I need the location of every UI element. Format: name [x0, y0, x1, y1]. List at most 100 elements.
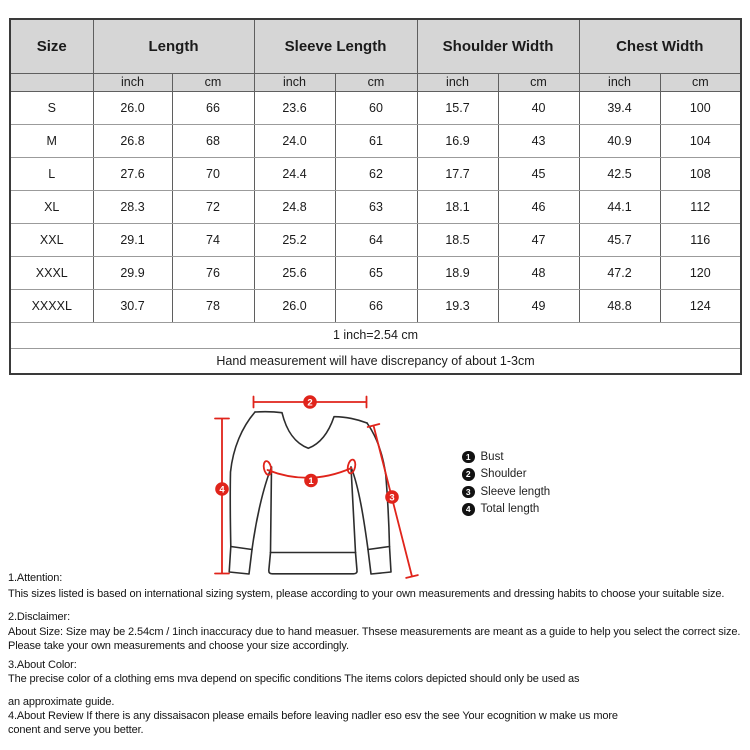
unit-header: inch: [253, 72, 336, 92]
value-cell: 18.1: [416, 189, 499, 224]
value-cell: 49: [497, 288, 580, 323]
unit-header: cm: [171, 72, 255, 92]
unit-header-blank: [9, 72, 94, 92]
legend-item-total-length: 4 Total length: [462, 501, 550, 519]
size-chart-table: Size Length Sleeve Length Shoulder Width…: [9, 18, 743, 375]
diagram-legend: 1 Bust 2 Shoulder 3 Sleeve length 4 Tota…: [462, 448, 550, 518]
value-cell: 25.6: [253, 255, 336, 290]
value-cell: 104: [659, 123, 742, 158]
table-row: XL 28.3 72 24.8 63 18.1 46 44.1 112: [9, 189, 742, 224]
unit-header: inch: [416, 72, 499, 92]
sleeve-length-marker-number: 3: [389, 492, 394, 503]
sweater-diagram: 2 4 3 1: [214, 395, 419, 579]
total-length-marker-badge: [215, 482, 229, 496]
value-cell: 24.4: [253, 156, 336, 191]
footnote-hand-measurement: Hand measurement will have discrepancy o…: [9, 347, 742, 375]
note-about-color-body-1: The precise color of a clothing ems mva …: [8, 673, 580, 685]
value-cell: 30.7: [92, 288, 173, 323]
table-row: XXL 29.1 74 25.2 64 18.5 47 45.7 116: [9, 222, 742, 257]
value-cell: 26.0: [253, 288, 336, 323]
unit-header-row: inch cm inch cm inch cm inch cm: [9, 72, 742, 92]
note-about-review-body-1: 4.About Review If there is any dissaisac…: [8, 710, 618, 722]
size-cell: XXXL: [9, 255, 94, 290]
col-header-size: Size: [9, 18, 94, 74]
value-cell: 44.1: [578, 189, 661, 224]
legend-label: Total length: [480, 503, 540, 516]
value-cell: 19.3: [416, 288, 499, 323]
legend-item-shoulder: 2 Shoulder: [462, 466, 550, 484]
legend-number-badge: 4: [462, 503, 475, 516]
table-row: XXXXL 30.7 78 26.0 66 19.3 49 48.8 124: [9, 288, 742, 323]
bust-marker-number: 1: [308, 476, 314, 487]
bust-marker-badge: [304, 473, 318, 488]
value-cell: 124: [659, 288, 742, 323]
value-cell: 120: [659, 255, 742, 290]
size-cell: M: [9, 123, 94, 158]
col-header-chest-width: Chest Width: [578, 18, 742, 74]
table-row: L 27.6 70 24.4 62 17.7 45 42.5 108: [9, 156, 742, 191]
value-cell: 64: [334, 222, 418, 257]
value-cell: 45: [497, 156, 580, 191]
value-cell: 48.8: [578, 288, 661, 323]
size-cell: XXL: [9, 222, 94, 257]
value-cell: 26.8: [92, 123, 173, 158]
value-cell: 15.7: [416, 90, 499, 125]
value-cell: 24.8: [253, 189, 336, 224]
size-cell: XXXXL: [9, 288, 94, 323]
value-cell: 43: [497, 123, 580, 158]
table-row: M 26.8 68 24.0 61 16.9 43 40.9 104: [9, 123, 742, 158]
size-cell: S: [9, 90, 94, 125]
value-cell: 47.2: [578, 255, 661, 290]
shoulder-marker-badge: [303, 395, 317, 409]
value-cell: 63: [334, 189, 418, 224]
note-attention-heading: 1.Attention:: [8, 572, 63, 584]
value-cell: 47: [497, 222, 580, 257]
value-cell: 62: [334, 156, 418, 191]
table-row: XXXL 29.9 76 25.6 65 18.9 48 47.2 120: [9, 255, 742, 290]
value-cell: 42.5: [578, 156, 661, 191]
legend-item-sleeve-length: 3 Sleeve length: [462, 483, 550, 501]
value-cell: 18.9: [416, 255, 499, 290]
note-disclaimer-body-1: About Size: Size may be 2.54cm / 1inch i…: [8, 625, 741, 638]
legend-number-badge: 1: [462, 450, 475, 463]
sweater-outline: [228, 410, 392, 575]
value-cell: 76: [171, 255, 255, 290]
value-cell: 29.9: [92, 255, 173, 290]
value-cell: 60: [334, 90, 418, 125]
value-cell: 18.5: [416, 222, 499, 257]
note-about-review-body-2: conent and serve you better.: [8, 724, 144, 736]
value-cell: 27.6: [92, 156, 173, 191]
value-cell: 108: [659, 156, 742, 191]
value-cell: 28.3: [92, 189, 173, 224]
footnote-row: 1 inch=2.54 cm: [9, 321, 742, 349]
value-cell: 72: [171, 189, 255, 224]
legend-number-badge: 2: [462, 468, 475, 481]
total-length-measure-line: [214, 417, 230, 575]
value-cell: 29.1: [92, 222, 173, 257]
value-cell: 78: [171, 288, 255, 323]
value-cell: 70: [171, 156, 255, 191]
table-header-row: Size Length Sleeve Length Shoulder Width…: [9, 18, 742, 74]
value-cell: 116: [659, 222, 742, 257]
value-cell: 40: [497, 90, 580, 125]
total-length-marker-number: 4: [219, 484, 225, 495]
note-about-color-heading: 3.About Color:: [8, 659, 77, 671]
footnote-inch-conversion: 1 inch=2.54 cm: [9, 321, 742, 349]
unit-header: inch: [92, 72, 173, 92]
size-cell: XL: [9, 189, 94, 224]
note-disclaimer-heading: 2.Disclaimer:: [8, 611, 71, 623]
value-cell: 100: [659, 90, 742, 125]
measure-marker-badges: 2 4 3 1: [215, 395, 399, 504]
value-cell: 25.2: [253, 222, 336, 257]
value-cell: 66: [334, 288, 418, 323]
value-cell: 23.6: [253, 90, 336, 125]
value-cell: 45.7: [578, 222, 661, 257]
value-cell: 74: [171, 222, 255, 257]
unit-header: cm: [334, 72, 418, 92]
sleeve-length-marker-badge: [385, 490, 399, 504]
col-header-sleeve-length: Sleeve Length: [253, 18, 418, 74]
value-cell: 48: [497, 255, 580, 290]
value-cell: 65: [334, 255, 418, 290]
note-about-color-body-2: an approximate guide.: [8, 696, 115, 708]
unit-header: inch: [578, 72, 661, 92]
